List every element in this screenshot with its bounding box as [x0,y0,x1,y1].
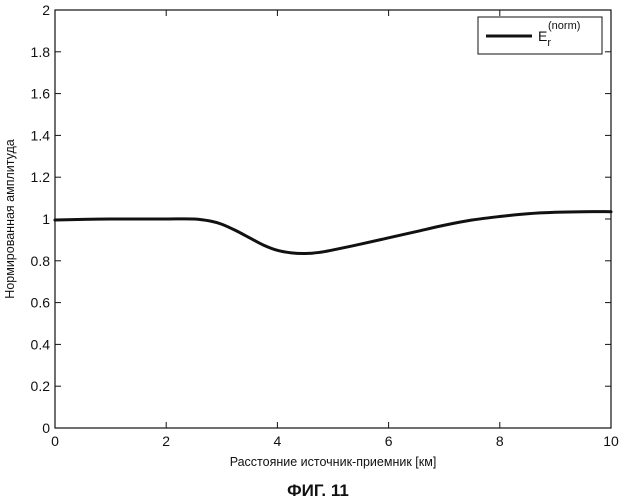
y-tick-label: 1.2 [31,169,51,185]
y-axis-title: Нормированная амплитуда [3,139,17,298]
x-tick-label: 6 [385,433,393,449]
y-tick-label: 0.8 [31,253,51,269]
y-tick-label: 0.4 [31,336,51,352]
x-tick-label: 2 [162,433,170,449]
legend: Er(norm) [478,17,602,54]
x-tick-label: 4 [274,433,282,449]
y-tick-label: 2 [42,2,50,18]
y-tick-label: 0.2 [31,378,51,394]
x-tick-label: 0 [51,433,59,449]
y-tick-label: 0.6 [31,295,51,311]
y-tick-label: 1.6 [31,86,51,102]
x-axis-title: Расстояние источник-приемник [км] [230,455,437,469]
y-tick-label: 1.8 [31,44,51,60]
y-tick-label: 1.4 [31,127,51,143]
x-tick-label: 8 [496,433,504,449]
y-tick-label: 1 [42,211,50,227]
x-tick-label: 10 [603,433,619,449]
y-tick-label: 0 [42,420,50,436]
figure-caption: ФИГ. 11 [287,481,349,500]
